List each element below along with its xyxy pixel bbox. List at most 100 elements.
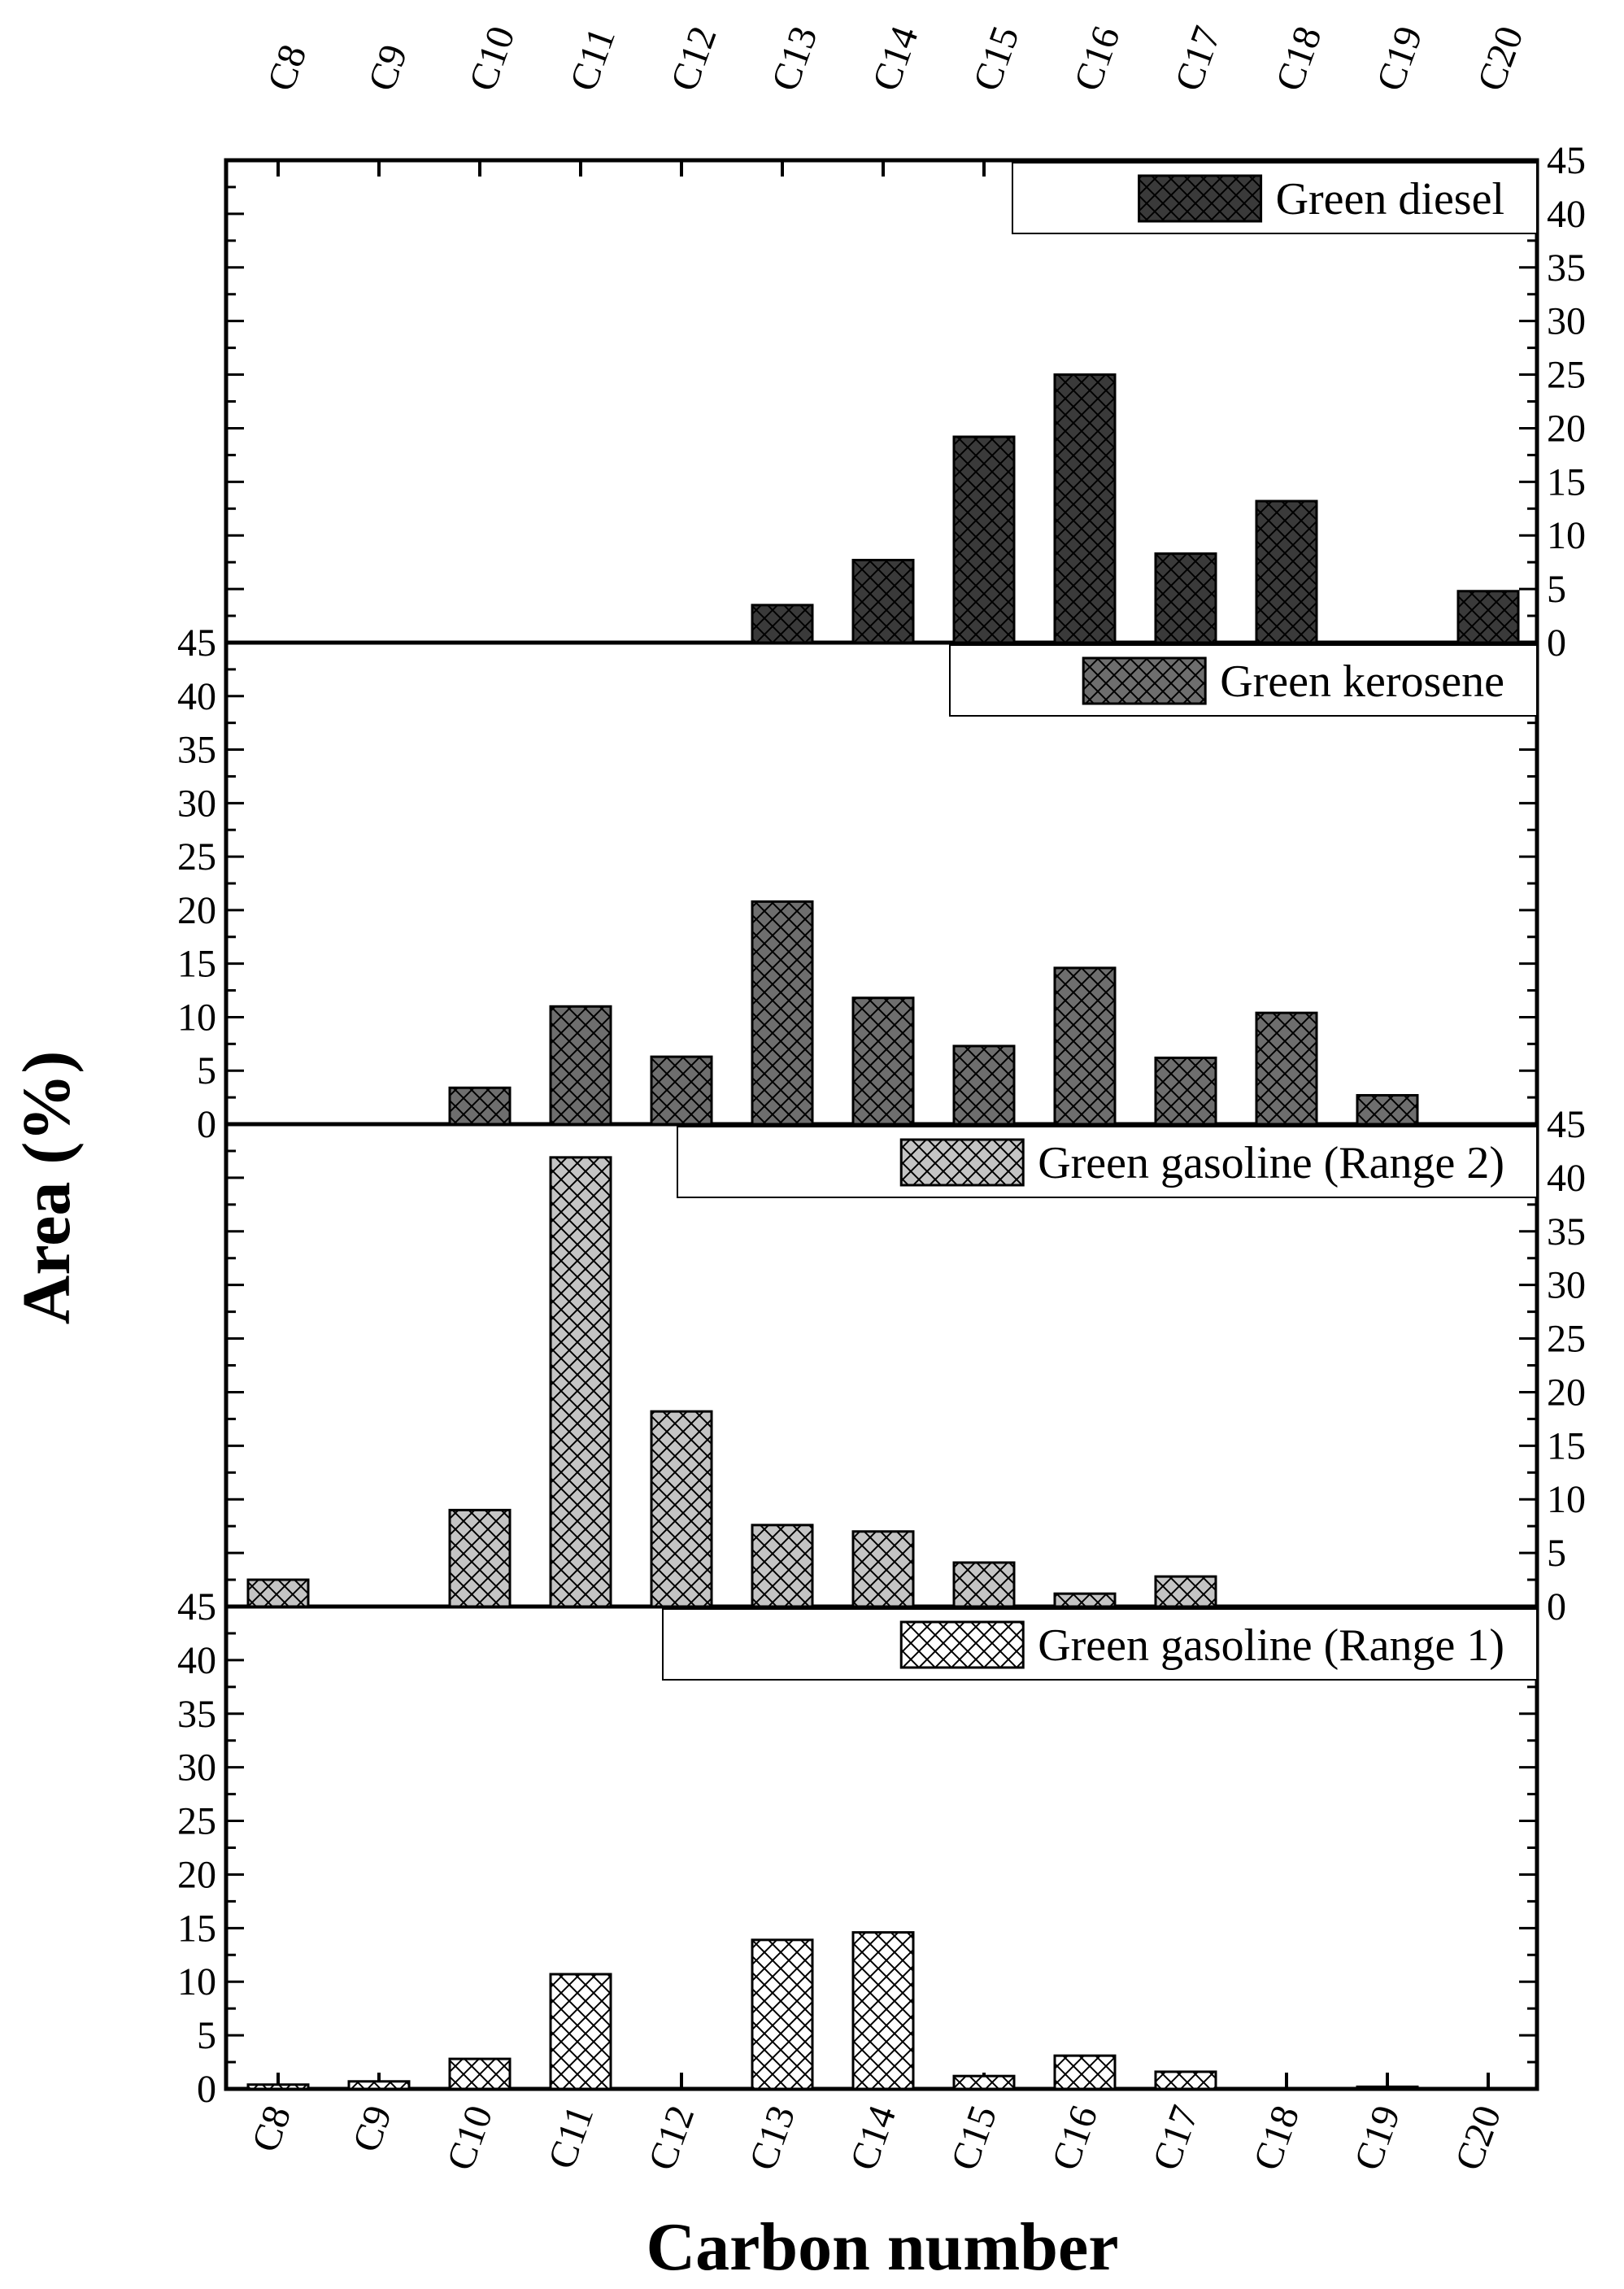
y-tick-label: 45 — [1547, 1103, 1586, 1146]
y-tick-label: 5 — [1547, 568, 1566, 611]
bar — [851, 996, 915, 1126]
bar — [650, 1410, 713, 1608]
y-tick-label: 35 — [177, 1693, 216, 1736]
bar — [1154, 2070, 1217, 2091]
y-tick-label: 15 — [1547, 1424, 1586, 1467]
y-tick-label: 0 — [197, 1103, 216, 1146]
legend-label: Green diesel — [1276, 174, 1504, 225]
bar — [246, 1578, 310, 1608]
y-tick-label: 35 — [177, 729, 216, 772]
y-tick-label: 20 — [1547, 407, 1586, 450]
y-tick-label: 10 — [177, 1960, 216, 2003]
y-tick-label: 40 — [177, 675, 216, 718]
y-tick-label: 30 — [1547, 300, 1586, 343]
y-tick-label: 25 — [177, 1800, 216, 1843]
x-tick-label-top: C16 — [1066, 20, 1129, 96]
legend-box — [949, 644, 1538, 717]
y-tick-label: 20 — [177, 1853, 216, 1896]
x-tick-label-top: C19 — [1369, 20, 1431, 96]
y-tick-label: 5 — [197, 2014, 216, 2057]
y-tick-label: 10 — [177, 996, 216, 1039]
y-tick-label: 0 — [197, 2068, 216, 2111]
x-tick-label-bottom: C10 — [438, 2100, 501, 2176]
x-tick-label-bottom: C15 — [943, 2100, 1005, 2176]
bar — [549, 1005, 612, 1126]
y-tick-label: 15 — [177, 943, 216, 986]
x-tick-label-top: C8 — [259, 39, 316, 97]
legend-label: Green gasoline (Range 2) — [1038, 1138, 1504, 1188]
bar — [549, 1156, 612, 1608]
y-tick-label: 25 — [177, 835, 216, 879]
x-tick-label-bottom: C11 — [540, 2100, 603, 2175]
y-tick-label: 35 — [1547, 1210, 1586, 1254]
bar — [650, 1055, 713, 1126]
x-tick-label-top: C10 — [461, 20, 524, 96]
bar — [347, 2080, 411, 2091]
legend-swatch — [1138, 174, 1263, 223]
x-tick-label-bottom: C17 — [1144, 2100, 1207, 2176]
legend-label: Green gasoline (Range 1) — [1038, 1620, 1504, 1671]
x-tick-label-bottom: C14 — [842, 2100, 904, 2176]
x-axis-title: Carbon number — [646, 2209, 1118, 2285]
bar — [1154, 1575, 1217, 1608]
bar — [952, 1044, 1016, 1126]
bar — [952, 435, 1016, 644]
bar — [1053, 1592, 1117, 1608]
x-tick-label-bottom: C18 — [1245, 2100, 1308, 2176]
y-tick-label: 35 — [1547, 246, 1586, 290]
x-tick-label-bottom: C12 — [640, 2100, 703, 2176]
bar — [1356, 1093, 1419, 1126]
bar — [448, 2057, 512, 2091]
x-tick-label-bottom: C20 — [1447, 2100, 1509, 2176]
legend-box — [1012, 162, 1538, 234]
bar — [751, 1938, 814, 2091]
x-tick-label-top: C17 — [1167, 20, 1230, 96]
x-tick-label-bottom: C19 — [1346, 2100, 1408, 2176]
y-tick-label: 45 — [177, 1585, 216, 1628]
bar — [1154, 552, 1217, 644]
x-tick-label-top: C15 — [965, 20, 1028, 96]
legend-box — [677, 1126, 1538, 1198]
x-tick-label-top: C9 — [360, 39, 416, 97]
y-tick-label: 10 — [1547, 514, 1586, 557]
y-tick-label: 40 — [1547, 193, 1586, 236]
y-tick-label: 25 — [1547, 354, 1586, 397]
y-tick-label: 20 — [177, 889, 216, 932]
bar — [1053, 2054, 1117, 2091]
x-tick-label-top: C20 — [1469, 20, 1532, 96]
bar — [448, 1508, 512, 1608]
y-tick-label: 15 — [1547, 460, 1586, 504]
legend-swatch — [899, 1138, 1025, 1187]
bar — [952, 2074, 1016, 2091]
y-tick-label: 40 — [1547, 1157, 1586, 1200]
x-tick-label-bottom: C9 — [344, 2100, 400, 2158]
y-tick-label: 0 — [1547, 1585, 1566, 1628]
x-tick-label-bottom: C13 — [741, 2100, 803, 2176]
y-tick-label: 40 — [177, 1639, 216, 1682]
bar — [751, 604, 814, 644]
y-axis-title: Area (%) — [9, 1051, 85, 1325]
bar — [851, 559, 915, 644]
y-tick-label: 5 — [197, 1049, 216, 1092]
y-tick-label: 10 — [1547, 1478, 1586, 1521]
y-tick-label: 25 — [1547, 1318, 1586, 1361]
x-tick-label-top: C14 — [864, 20, 927, 96]
y-tick-label: 0 — [1547, 621, 1566, 665]
y-tick-label: 15 — [177, 1907, 216, 1950]
x-tick-label-bottom: C16 — [1043, 2100, 1106, 2176]
x-tick-label-bottom: C8 — [243, 2100, 299, 2158]
bar — [1255, 1011, 1318, 1126]
x-tick-label-top: C12 — [663, 20, 725, 96]
bar — [1356, 2085, 1419, 2091]
bar — [751, 900, 814, 1126]
bar — [549, 1973, 612, 2091]
bar — [1053, 966, 1117, 1126]
y-tick-label: 30 — [177, 782, 216, 825]
legend-swatch — [1082, 656, 1207, 705]
y-tick-label: 20 — [1547, 1371, 1586, 1414]
x-tick-label-top: C13 — [764, 20, 826, 96]
y-tick-label: 45 — [1547, 139, 1586, 182]
y-tick-label: 5 — [1547, 1532, 1566, 1575]
bar — [1255, 499, 1318, 644]
bar — [1456, 590, 1520, 644]
